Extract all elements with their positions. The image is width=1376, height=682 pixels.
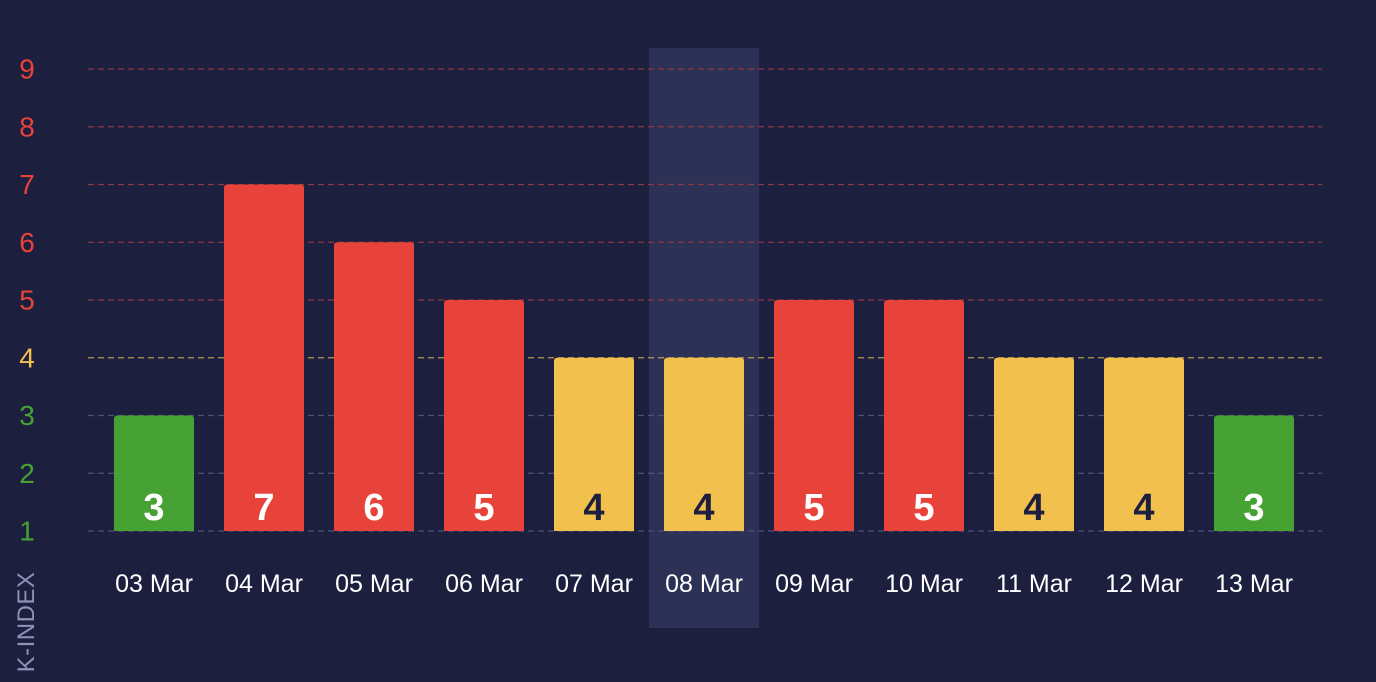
bar (334, 242, 414, 531)
x-tick-label: 05 Mar (335, 570, 413, 598)
x-tick-label: 07 Mar (555, 570, 633, 598)
bar (224, 184, 304, 531)
bar-base (664, 528, 744, 531)
bar-value-label: 3 (143, 487, 164, 529)
x-tick-label: 12 Mar (1105, 570, 1183, 598)
y-tick-label: 9 (19, 54, 35, 85)
bar-value-label: 4 (1133, 487, 1154, 529)
bar-base (224, 528, 304, 531)
bar-value-label: 5 (473, 487, 494, 529)
x-tick-label: 08 Mar (665, 570, 743, 598)
bar-value-label: 5 (913, 487, 934, 529)
x-tick-label: 13 Mar (1215, 570, 1293, 598)
bar (444, 300, 524, 531)
bar-base (334, 528, 414, 531)
y-tick-label: 6 (19, 227, 35, 258)
bar (994, 357, 1074, 531)
bar-value-label: 4 (583, 487, 604, 529)
y-tick-label: 7 (19, 169, 35, 200)
y-tick-label: 4 (19, 342, 35, 373)
bar (1214, 415, 1294, 531)
x-tick-label: 03 Mar (115, 570, 193, 598)
bar (114, 415, 194, 531)
bar (664, 357, 744, 531)
bar-base (994, 528, 1074, 531)
y-tick-label: 1 (19, 516, 35, 547)
bar-base (1104, 528, 1184, 531)
bar-base (774, 528, 854, 531)
bar-base (1214, 528, 1294, 531)
y-tick-label: 8 (19, 111, 35, 142)
y-tick-label: 2 (19, 458, 35, 489)
bar-base (114, 528, 194, 531)
y-tick-label: 5 (19, 285, 35, 316)
x-tick-label: 11 Mar (996, 570, 1072, 598)
x-tick-label: 09 Mar (775, 570, 853, 598)
bar-value-label: 6 (363, 487, 384, 529)
bar (554, 357, 634, 531)
bar-base (554, 528, 634, 531)
x-tick-label: 04 Mar (225, 570, 303, 598)
highlight-band (649, 48, 759, 628)
y-tick-label: 3 (19, 400, 35, 431)
x-tick-label: 10 Mar (885, 570, 963, 598)
bar-value-label: 4 (1023, 487, 1044, 529)
bar (1104, 357, 1184, 531)
bar-value-label: 7 (253, 487, 274, 529)
x-tick-label: 06 Mar (445, 570, 523, 598)
bar-base (884, 528, 964, 531)
bar-value-label: 5 (803, 487, 824, 529)
y-axis-title: K-INDEX (13, 571, 40, 673)
bar (884, 300, 964, 531)
bar-value-label: 3 (1243, 487, 1264, 529)
bar-value-label: 4 (693, 487, 714, 529)
bar-base (444, 528, 524, 531)
bar (774, 300, 854, 531)
